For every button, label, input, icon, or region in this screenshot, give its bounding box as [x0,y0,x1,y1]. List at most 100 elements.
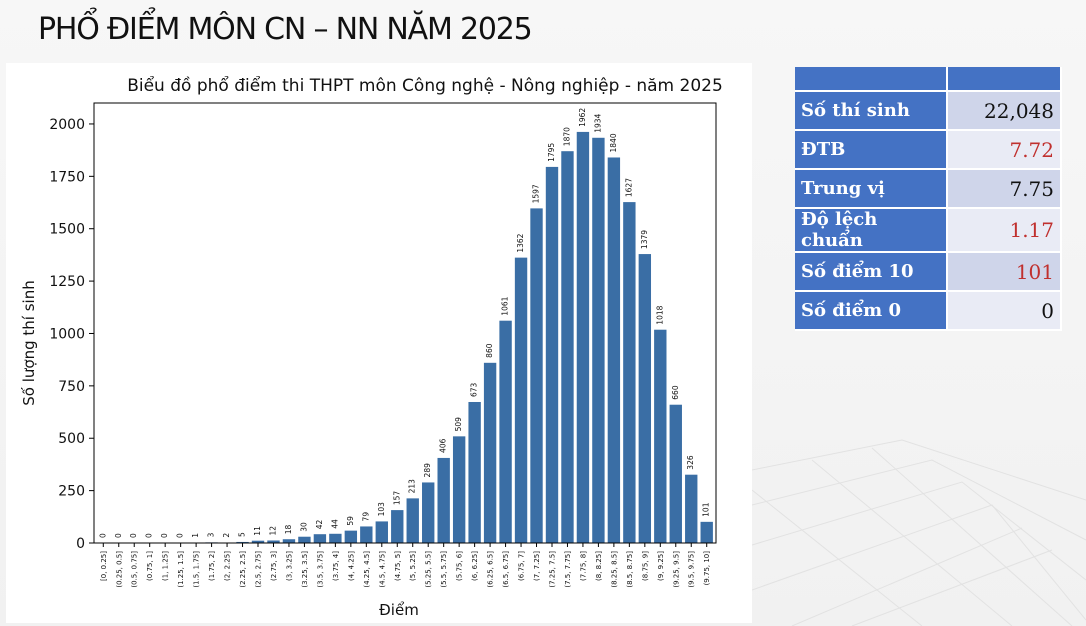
x-tick-label: (8, 8.25] [595,551,603,581]
bar [607,157,621,543]
stats-label: Số thí sinh [795,92,948,131]
bar [313,534,327,543]
stats-label: ĐTB [795,131,948,170]
x-tick-label: (5.5, 5.75] [440,551,448,588]
x-tick-label: (9.25, 9.5] [672,551,680,588]
x-tick-label: (0.25, 0.5] [115,551,123,588]
bar [530,208,543,543]
stats-value: 7.75 [948,170,1062,209]
page-title: PHỔ ĐIỂM MÔN CN – NN NĂM 2025 [38,12,533,47]
x-tick-label: (2.75, 3] [270,551,278,581]
x-tick-label: (1.25, 1.5] [177,551,185,588]
bar-value-label: 2 [222,533,231,538]
x-tick-label: (6.5, 6.75] [502,551,510,588]
bar-value-label: 1870 [562,127,571,146]
x-tick-label: (0.5, 0.75] [131,551,139,588]
bar-value-label: 30 [299,522,308,532]
x-tick-label: (2.5, 2.75] [255,551,263,588]
stats-label: Số điểm 0 [795,292,948,331]
bar [282,539,296,543]
bar-value-label: 12 [268,526,277,536]
x-tick-label: (3.75, 4] [332,551,340,581]
stats-label: Độ lệch chuẩn [795,209,948,253]
bar [561,151,574,543]
stats-value: 0 [948,292,1062,331]
bar [592,137,605,543]
bar-value-label: 5 [238,532,247,537]
x-tick-label: (4.75, 5] [394,551,402,581]
bar-value-label: 42 [315,519,324,529]
x-tick-label: (2, 2.25] [224,551,232,581]
x-tick-label: [0, 0.25] [100,551,108,581]
x-tick-label: (6.25, 6.5] [487,551,495,588]
bar-value-label: 157 [392,491,401,506]
bar-value-label: 1 [191,533,200,538]
stats-label: Trung vị [795,170,948,209]
bar-value-label: 0 [129,533,138,538]
bar-value-label: 406 [439,438,448,453]
bar [623,202,636,543]
bar [654,329,667,543]
bar-value-label: 1362 [516,233,525,252]
bar [576,131,590,543]
bar-value-label: 326 [686,455,695,470]
decorative-grid [752,439,1086,626]
x-tick-label: (7.25, 7.5] [548,551,556,588]
x-tick-label: (2.25, 2.5] [239,551,247,588]
x-tick-label: (8.5, 8.75] [626,551,634,588]
bar-value-label: 18 [284,524,293,534]
bar-value-label: 0 [114,533,123,538]
x-tick-label: (3, 3.25] [285,551,293,581]
bar-value-label: 103 [377,502,386,517]
x-tick-label: (9, 9.25] [657,551,665,581]
y-tick-label: 500 [58,431,85,447]
x-tick-label: (7.5, 7.75] [564,551,572,588]
bar-value-label: 673 [470,382,479,397]
bar-value-label: 1962 [578,108,587,127]
x-tick-label: (5.75, 6] [456,551,464,581]
y-tick-label: 0 [76,536,85,552]
x-tick-label: (8.25, 8.5] [610,551,618,588]
bar-value-label: 1795 [547,143,556,162]
y-tick-label: 1250 [49,274,85,290]
bar [638,254,652,544]
bar [700,521,713,543]
bar-value-label: 660 [671,385,680,400]
stats-table: Số thí sinh 22,048 ĐTB 7.72 Trung vị 7.75 Độ l… [795,67,1062,331]
stats-value: 1.17 [948,209,1062,253]
bar [545,166,559,543]
x-tick-label: (8.75, 9] [641,551,649,581]
x-tick-label: (3.5, 3.75] [316,551,324,588]
stats-header-cell [795,67,948,92]
bar-value-label: 1018 [655,305,664,324]
stats-label: Số điểm 10 [795,253,948,292]
x-tick-label: (9.5, 9.75] [688,551,696,588]
bar-value-label: 509 [454,417,463,432]
score-distribution-chart: Biểu đồ phổ điểm thi THPT môn Công nghệ … [20,75,723,619]
chart-panel: Biểu đồ phổ điểm thi THPT môn Công nghệ … [6,63,752,623]
y-tick-label: 750 [58,379,85,395]
x-tick-label: (3.25, 3.5] [301,551,309,588]
bar [422,482,435,543]
stats-header-row [795,67,1062,92]
bar-value-label: 1627 [624,178,633,197]
x-tick-label: (4, 4.25] [347,551,355,581]
bar-value-label: 0 [160,533,169,538]
bar-value-label: 101 [702,502,711,517]
bar-value-label: 0 [98,533,107,538]
bar-value-label: 1597 [532,184,541,203]
bar [406,498,419,543]
bar-value-label: 213 [408,479,417,494]
stats-value: 7.72 [948,131,1062,170]
bar [251,540,265,543]
bar [468,401,481,543]
bar [236,541,249,543]
stats-value: 101 [948,253,1062,292]
bar-value-label: 1934 [593,113,602,132]
stats-row: Trung vị 7.75 [795,170,1062,209]
y-tick-label: 2000 [49,117,85,133]
x-tick-label: (7, 7.25] [533,551,541,581]
x-tick-label: (1.75, 2] [208,551,216,581]
x-tick-label: (4.5, 4.75] [378,551,386,588]
bar [483,362,497,543]
